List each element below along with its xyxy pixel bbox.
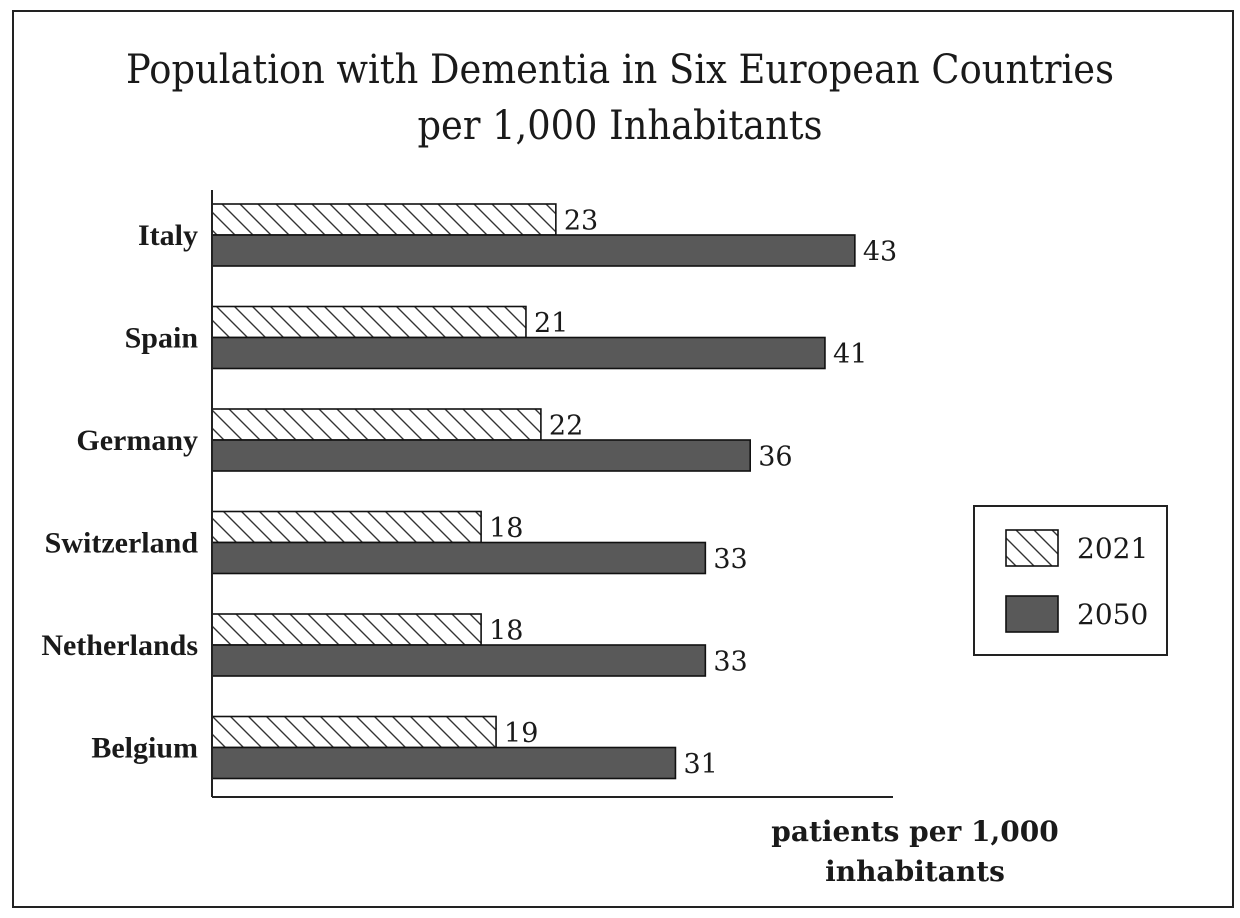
value-label-germany-2021: 22 [549, 411, 583, 442]
legend-box [973, 505, 1168, 656]
legend-label-2050: 2050 [1077, 598, 1148, 631]
bar-switzerland-2050 [211, 541, 707, 575]
chart-title-line2: per 1,000 Inhabitants [417, 103, 823, 149]
bar-netherlands-2021 [211, 613, 482, 646]
bar-germany-2021 [211, 408, 542, 441]
category-label-netherlands: Netherlands [41, 629, 198, 662]
value-label-belgium-2021: 19 [504, 718, 538, 749]
legend-swatch-2021 [1005, 529, 1059, 567]
value-label-spain-2021: 21 [534, 308, 568, 339]
bar-switzerland-2021 [211, 510, 482, 544]
bar-germany-2050 [211, 439, 752, 472]
value-label-netherlands-2021: 18 [489, 616, 523, 647]
x-axis-label: patients per 1,000 inhabitants [760, 812, 1070, 892]
category-label-italy: Italy [138, 219, 198, 252]
value-label-germany-2050: 36 [758, 442, 792, 473]
bar-spain-2021 [211, 305, 527, 339]
value-label-belgium-2050: 31 [683, 749, 717, 780]
value-label-italy-2021: 23 [564, 206, 598, 237]
chart-title: Population with Dementia in Six European… [50, 42, 1191, 154]
category-label-germany: Germany [76, 424, 198, 457]
legend-label-2021: 2021 [1077, 532, 1148, 565]
value-label-netherlands-2050: 33 [713, 647, 747, 678]
value-label-italy-2050: 43 [863, 237, 897, 268]
chart-title-line1: Population with Dementia in Six European… [126, 47, 1114, 93]
value-label-switzerland-2021: 18 [489, 513, 523, 544]
axes-layer: Italy Spain Germany Switzerland Netherlands B… [41, 190, 893, 798]
value-label-spain-2050: 41 [833, 339, 867, 370]
bar-italy-2021 [211, 203, 557, 236]
value-label-switzerland-2050: 33 [713, 544, 747, 575]
category-label-belgium: Belgium [91, 732, 198, 765]
bar-spain-2050 [211, 336, 826, 370]
x-axis-label-line2: inhabitants [825, 855, 1005, 888]
legend: 2021 2050 [973, 505, 1168, 656]
legend-swatch-2050 [1005, 595, 1059, 633]
bar-belgium-2050 [211, 746, 677, 780]
category-label-spain: Spain [125, 322, 199, 355]
bars-layer: 23 43 21 41 22 36 18 33 18 33 19 31 [211, 203, 897, 780]
x-axis-label-line1: patients per 1,000 [771, 815, 1059, 848]
bar-netherlands-2050 [211, 644, 707, 677]
category-label-switzerland: Switzerland [45, 527, 199, 560]
bar-italy-2050 [211, 234, 856, 267]
bar-belgium-2021 [211, 715, 497, 749]
